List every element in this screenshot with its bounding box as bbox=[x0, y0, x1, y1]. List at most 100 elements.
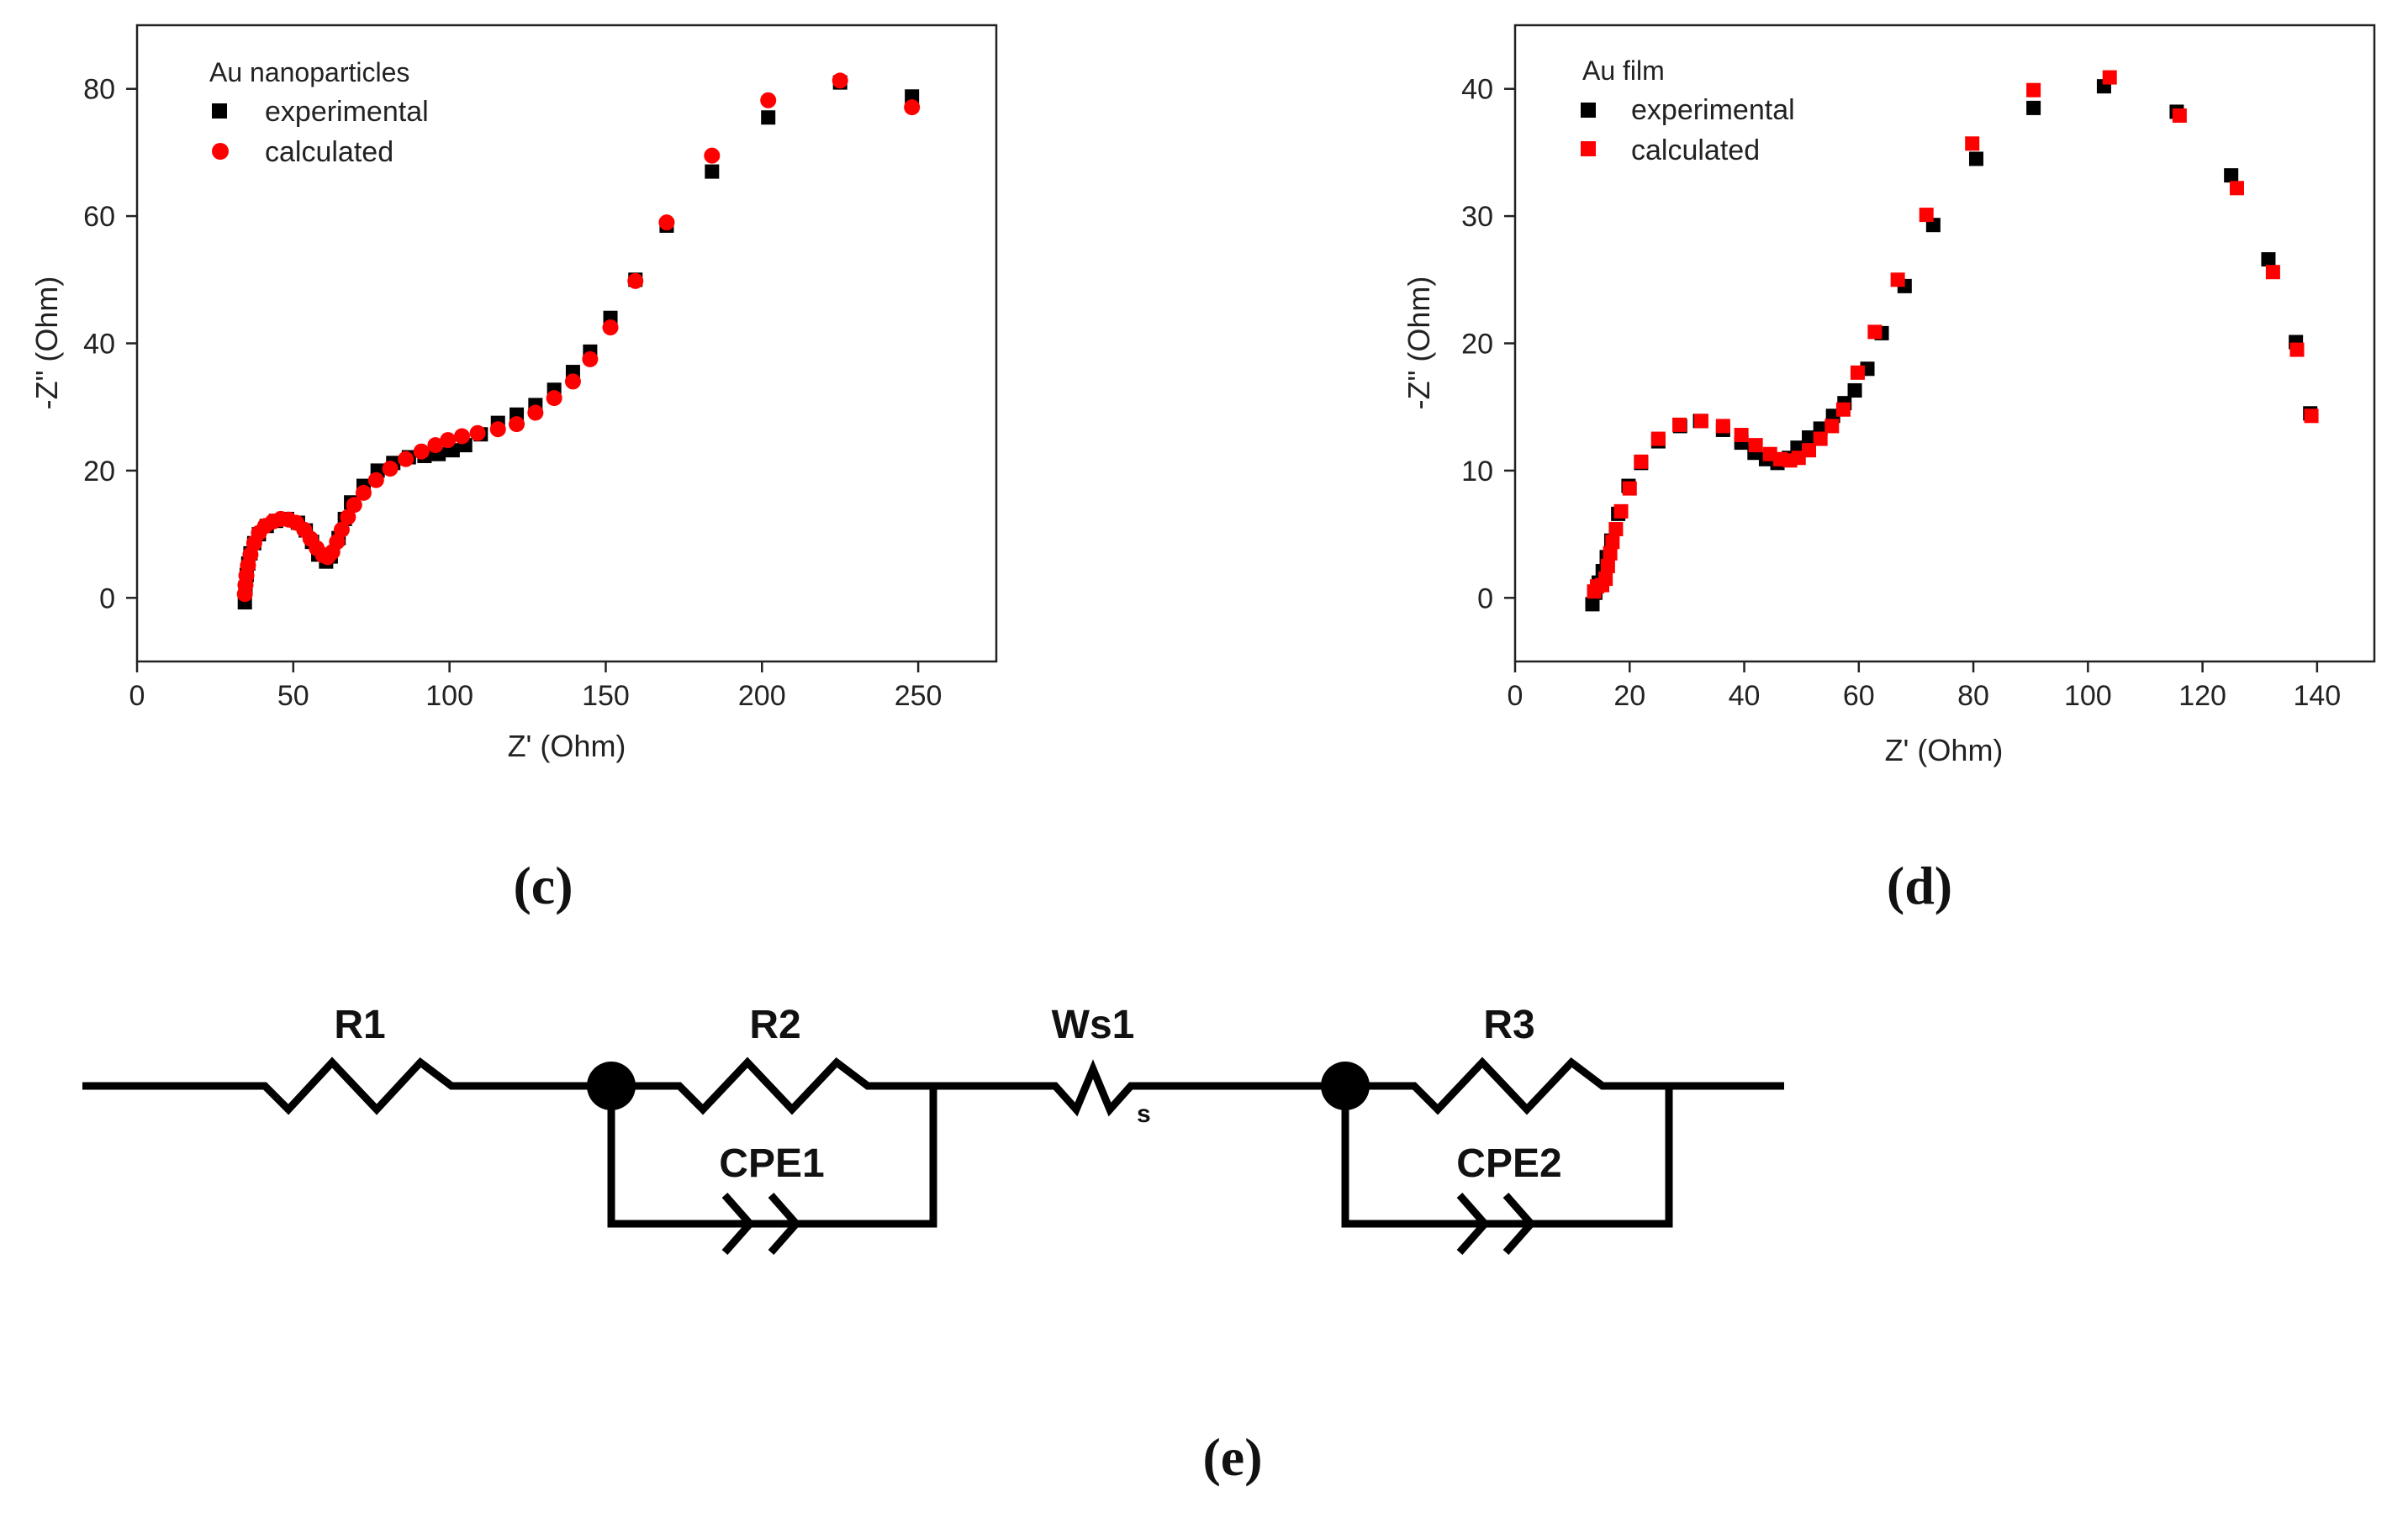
data-point-calculated bbox=[546, 390, 562, 407]
data-point-calculated bbox=[582, 350, 599, 367]
y-tick-label-d: 0 bbox=[1477, 582, 1493, 614]
chart-d: 0 20 40 60 80 100 120 140 0 10 20 30 40 Z' (Ohm) -Z"… bbox=[1402, 24, 2376, 915]
x-tick-label-d: 80 bbox=[1957, 680, 1989, 712]
cpe1-label: CPE1 bbox=[719, 1141, 824, 1186]
data-point-calculated bbox=[602, 319, 619, 336]
data-point-calculated bbox=[1613, 503, 1629, 519]
x-tick-label-c: 200 bbox=[738, 680, 786, 712]
x-tick-label-d: 100 bbox=[2064, 680, 2112, 712]
data-point-calculated bbox=[1890, 272, 1905, 287]
data-point-calculated bbox=[904, 99, 921, 116]
data-point-calculated bbox=[2026, 82, 2041, 97]
cpe2-branch-wire bbox=[1341, 1086, 1673, 1228]
data-point-calculated bbox=[1598, 572, 1613, 587]
data-point-calculated bbox=[2265, 265, 2280, 280]
data-point-calculated bbox=[340, 509, 356, 525]
r2-label: R2 bbox=[749, 1003, 800, 1047]
data-point-calculated bbox=[1802, 443, 1817, 458]
data-point-calculated bbox=[704, 147, 721, 164]
data-point-calculated bbox=[333, 521, 350, 538]
data-point-calculated bbox=[509, 416, 525, 433]
x-tick-label-d: 140 bbox=[2293, 680, 2341, 712]
y-tick-label-c: 0 bbox=[99, 582, 115, 614]
data-point-calculated bbox=[1835, 402, 1851, 417]
x-tick-label-d: 0 bbox=[1508, 680, 1523, 712]
data-point-calculated bbox=[2289, 342, 2305, 357]
legend-title-d: Au film bbox=[1582, 55, 1665, 86]
data-point-calculated bbox=[1605, 535, 1620, 550]
data-point-calculated bbox=[1634, 454, 1649, 469]
data-point-calculated bbox=[346, 497, 362, 514]
y-tick-label-d: 10 bbox=[1461, 456, 1493, 487]
data-point-calculated bbox=[329, 534, 346, 551]
chart-c: 0 50 100 150 200 250 0 20 40 60 80 Z' (Ohm) -Z" (O… bbox=[29, 24, 998, 915]
data-point-experimental bbox=[1847, 383, 1862, 398]
data-point-calculated bbox=[355, 484, 372, 501]
data-point-calculated bbox=[564, 373, 581, 390]
marks-d bbox=[1585, 70, 2319, 612]
y-axis-label-d: -Z" (Ohm) bbox=[1402, 277, 1436, 410]
x-tick-label-c: 100 bbox=[425, 680, 473, 712]
data-point-calculated bbox=[489, 421, 506, 438]
data-point-calculated bbox=[2102, 70, 2117, 85]
data-point-calculated bbox=[527, 404, 544, 421]
marks-c bbox=[236, 72, 921, 610]
data-point-calculated bbox=[1867, 324, 1883, 340]
data-point-calculated bbox=[427, 437, 444, 454]
data-point-calculated bbox=[1693, 414, 1708, 429]
y-tick-label-d: 40 bbox=[1461, 74, 1493, 106]
data-point-calculated bbox=[2304, 408, 2319, 424]
legend-marker-experimental-d bbox=[1581, 103, 1596, 118]
cpe1-plate-right bbox=[768, 1193, 802, 1255]
x-tick-label-c: 250 bbox=[895, 680, 943, 712]
legend-title-c: Au nanoparticles bbox=[209, 57, 409, 87]
y-tick-label-c: 80 bbox=[83, 74, 115, 106]
legend-marker-calculated-d bbox=[1581, 141, 1596, 156]
r2-resistor bbox=[607, 1057, 937, 1228]
data-point-calculated bbox=[1734, 428, 1749, 443]
equivalent-circuit: R1 R2 CPE1 Ws1 s R3 CPE2 (e) bbox=[82, 1003, 1784, 1487]
x-axis-label-c: Z' (Ohm) bbox=[508, 729, 626, 763]
x-axis-label-d: Z' (Ohm) bbox=[1885, 733, 2004, 767]
ws1-element bbox=[933, 1059, 1345, 1117]
data-point-calculated bbox=[1850, 365, 1865, 380]
data-point-calculated bbox=[1824, 419, 1840, 434]
data-point-calculated bbox=[1622, 481, 1637, 496]
data-point-experimental bbox=[1968, 151, 1983, 166]
panel-label-e: (e) bbox=[1202, 1427, 1262, 1487]
data-point-calculated bbox=[1748, 438, 1763, 453]
ws1-subscript: s bbox=[1137, 1100, 1151, 1128]
data-point-experimental bbox=[761, 110, 776, 125]
y-tick-label-d: 20 bbox=[1461, 329, 1493, 361]
data-point-calculated bbox=[627, 272, 644, 289]
x-tick-label-c: 50 bbox=[277, 680, 309, 712]
y-tick-label-c: 60 bbox=[83, 201, 115, 233]
r1-resistor bbox=[82, 1057, 611, 1115]
data-point-calculated bbox=[1608, 522, 1624, 537]
data-point-experimental bbox=[2261, 252, 2276, 267]
cpe2-plate-left bbox=[1456, 1193, 1491, 1255]
y-tick-label-d: 30 bbox=[1461, 201, 1493, 233]
ticks-c: 0 50 100 150 200 250 0 20 40 60 80 bbox=[83, 74, 942, 712]
data-point-calculated bbox=[413, 443, 430, 460]
data-point-experimental bbox=[1802, 430, 1817, 445]
data-point-experimental bbox=[905, 89, 920, 104]
x-tick-label-d: 120 bbox=[2178, 680, 2226, 712]
x-tick-label-d: 60 bbox=[1843, 680, 1875, 712]
data-point-experimental bbox=[1585, 597, 1600, 612]
x-tick-label-c: 0 bbox=[129, 680, 145, 712]
legend-label-calculated-d: calculated bbox=[1631, 134, 1760, 166]
legend-label-calculated-c: calculated bbox=[265, 136, 393, 168]
data-point-calculated bbox=[1965, 136, 1980, 151]
legend-label-experimental-d: experimental bbox=[1631, 94, 1795, 126]
ticks-d: 0 20 40 60 80 100 120 140 0 10 20 30 40 bbox=[1461, 74, 2341, 712]
data-point-calculated bbox=[1600, 558, 1615, 573]
data-point-experimental bbox=[2026, 100, 2041, 115]
data-point-calculated bbox=[2229, 181, 2244, 196]
data-point-calculated bbox=[1919, 208, 1934, 223]
data-point-calculated bbox=[1603, 545, 1618, 561]
data-point-calculated bbox=[1813, 431, 1828, 446]
data-point-calculated bbox=[382, 461, 399, 477]
legend-label-experimental-c: experimental bbox=[265, 96, 429, 128]
